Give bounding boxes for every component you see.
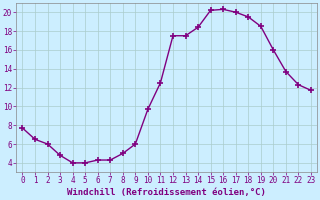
X-axis label: Windchill (Refroidissement éolien,°C): Windchill (Refroidissement éolien,°C) <box>67 188 266 197</box>
